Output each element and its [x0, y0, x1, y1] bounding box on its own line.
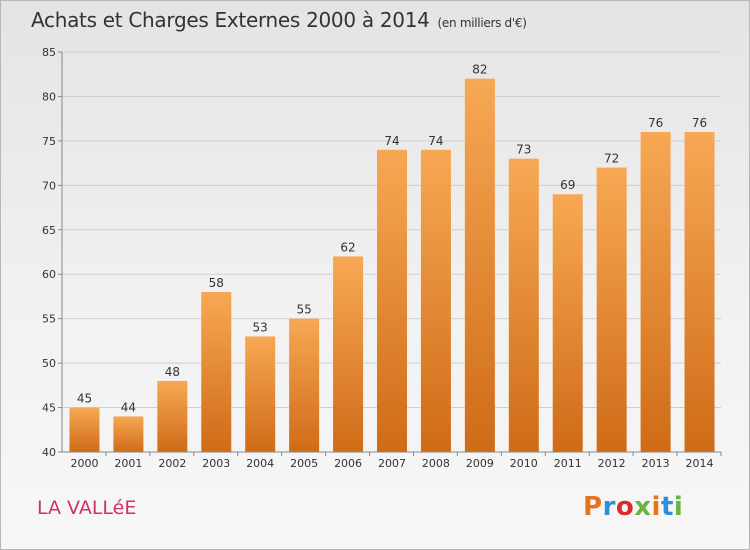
value-label-2012: 72 — [604, 152, 619, 166]
value-label-2001: 44 — [121, 400, 136, 414]
logo-letter: i — [651, 492, 661, 522]
bar-2000 — [69, 407, 100, 452]
y-tick-label-75: 75 — [42, 135, 56, 148]
x-axis: 2000 2001 2002 2003 2004 2005 2006 2007 2008 2009… — [62, 451, 722, 470]
proxiti-logo[interactable]: Proxiti — [583, 492, 683, 522]
x-tick-label-2001: 2001 — [114, 457, 142, 470]
bar-2006 — [333, 256, 364, 452]
x-tick-label-2006: 2006 — [334, 457, 362, 470]
x-tick-label-2013: 2013 — [642, 457, 670, 470]
y-axis: 40 45 50 55 60 65 70 75 80 85 — [42, 46, 63, 459]
chart-title-text: Achats et Charges Externes 2000 à 2014 — [31, 8, 430, 32]
value-label-2007: 74 — [384, 134, 399, 148]
value-label-2003: 58 — [209, 276, 224, 290]
y-tick-label-60: 60 — [42, 268, 56, 281]
x-tick-label-2007: 2007 — [378, 457, 406, 470]
x-tick-label-2004: 2004 — [246, 457, 274, 470]
y-tick-label-65: 65 — [42, 224, 56, 237]
logo-letter: P — [583, 492, 603, 522]
value-label-2009: 82 — [472, 63, 487, 77]
chart-subtitle: (en milliers d'€) — [437, 16, 527, 30]
logo-letter: x — [634, 492, 652, 522]
bar-2011 — [552, 194, 583, 452]
bar-2010 — [508, 158, 539, 452]
bar-2007 — [377, 149, 407, 452]
bar-2013 — [640, 132, 671, 452]
y-tick-label-55: 55 — [42, 313, 56, 326]
x-tick-label-2009: 2009 — [466, 457, 494, 470]
value-label-2010: 73 — [516, 143, 531, 157]
bar-2003 — [201, 292, 232, 452]
logo-letter: r — [602, 492, 616, 522]
x-tick-label-2014: 2014 — [686, 457, 714, 470]
x-tick-label-2011: 2011 — [554, 457, 582, 470]
y-tick-label-45: 45 — [42, 402, 56, 415]
logo-letter: o — [615, 492, 635, 522]
logo-letter: t — [660, 492, 674, 522]
y-tick-label-85: 85 — [42, 46, 56, 59]
bar-2012 — [596, 167, 627, 453]
y-tick-label-50: 50 — [42, 357, 56, 370]
value-label-2005: 55 — [296, 303, 311, 317]
value-label-2000: 45 — [77, 392, 92, 406]
y-tick-label-40: 40 — [42, 446, 56, 459]
x-tick-label-2008: 2008 — [422, 457, 450, 470]
value-label-2002: 48 — [165, 365, 180, 379]
bar-2005 — [289, 318, 320, 452]
location-label: LA VALLéE — [37, 497, 137, 519]
x-tick-label-2010: 2010 — [510, 457, 538, 470]
bar-2002 — [157, 380, 188, 452]
x-tick-label-2012: 2012 — [598, 457, 626, 470]
bar-2014 — [684, 132, 715, 452]
bar-2004 — [245, 336, 276, 452]
chart-title: Achats et Charges Externes 2000 à 2014 (e… — [31, 8, 527, 32]
bar-2001 — [113, 416, 144, 452]
value-label-2013: 76 — [648, 116, 663, 130]
bars: 45 44 48 58 53 55 62 74 74 82 73 69 72 76 76 — [69, 63, 715, 453]
bar-2008 — [420, 149, 451, 452]
value-label-2011: 69 — [560, 178, 575, 192]
y-tick-label-80: 80 — [42, 90, 56, 103]
x-tick-label-2005: 2005 — [290, 457, 318, 470]
value-label-2006: 62 — [340, 240, 355, 254]
logo-letter: i — [673, 492, 684, 522]
x-tick-label-2003: 2003 — [202, 457, 230, 470]
bar-2009 — [464, 78, 495, 453]
value-label-2008: 74 — [428, 134, 443, 148]
value-label-2014: 76 — [692, 116, 707, 130]
y-tick-label-70: 70 — [42, 179, 56, 192]
x-tick-label-2002: 2002 — [158, 457, 186, 470]
value-label-2004: 53 — [253, 320, 268, 334]
x-tick-label-2000: 2000 — [70, 457, 98, 470]
